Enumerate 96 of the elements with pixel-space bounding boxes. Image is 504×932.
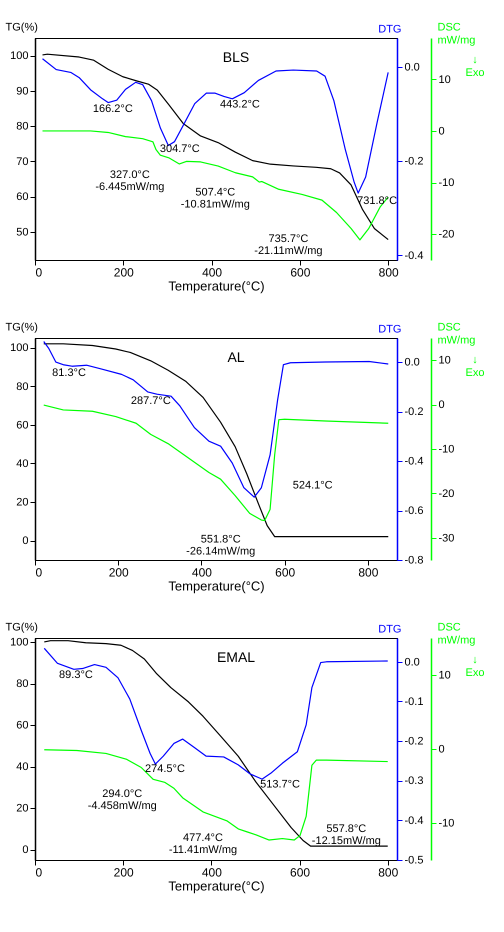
y-tick-label: 90	[16, 85, 28, 98]
y3-tick-label: 0	[438, 125, 445, 138]
x-tick-label: 0	[36, 266, 42, 280]
x-axis-title: Temperature(°C)	[168, 278, 265, 294]
y2-axis-title: DTG	[378, 324, 402, 336]
text: ↓ Exo	[466, 654, 484, 679]
y-tick-label: 80	[16, 678, 28, 690]
x-tick-label: 800	[378, 866, 399, 880]
y3-tick-label: 10	[438, 74, 451, 86]
annotation: 735.7°C -21.11mW/mg	[254, 232, 323, 257]
y2-tick-label: -0.6	[404, 505, 424, 517]
y-tick-label: 20	[16, 496, 28, 509]
y-tick-label: 60	[16, 419, 28, 432]
y-tick-label: 100	[10, 50, 28, 62]
y2-tick-label: -0.4	[404, 250, 424, 262]
x-tick-label: 200	[114, 866, 134, 880]
annotation: 304.7°C	[160, 143, 200, 155]
annotation: 524.1°C	[292, 480, 333, 492]
line-series	[44, 648, 388, 780]
y-tick-label: 40	[16, 761, 28, 774]
y-tick-label: 0	[22, 535, 28, 548]
y-tick-label: 50	[16, 226, 28, 238]
annotation: 327.0°C -6.445mW/mg	[95, 168, 164, 193]
y-tick-label: 100	[10, 636, 28, 649]
y2-tick-label: -0.8	[404, 554, 424, 566]
x-tick-label: 0	[36, 866, 42, 880]
text: ↓ Exo	[466, 54, 484, 79]
annotation: 274.5°C	[145, 763, 185, 776]
y-tick-label: 20	[16, 802, 28, 815]
x-tick-label: 800	[358, 566, 379, 580]
annotation: 81.3°C	[52, 366, 86, 379]
annotation: 507.4°C -10.81mW/mg	[180, 186, 250, 211]
text: AL	[227, 349, 245, 365]
text: ↓ Exo	[466, 354, 484, 379]
y3-tick-label: 0	[438, 744, 445, 756]
y3-tick-label: -20	[438, 488, 454, 500]
y-tick-label: 60	[16, 191, 28, 204]
x-tick-label: 200	[108, 566, 130, 580]
annotation: 551.8°C -26.14mW/mg	[186, 533, 256, 558]
y3-tick-label: -10	[438, 177, 454, 190]
x-tick-label: 200	[114, 266, 134, 280]
y-tick-label: 80	[16, 120, 28, 133]
y-tick-label: 40	[16, 458, 28, 470]
y-axis-title: TG(%)	[6, 322, 38, 334]
x-tick-label: 0	[36, 566, 42, 580]
line-series	[43, 404, 389, 522]
y-tick-label: 100	[10, 342, 28, 354]
y2-tick-label: 0.0	[404, 61, 420, 74]
annotation: 294.0°C -4.458mW/mg	[88, 788, 157, 812]
y2-tick-label: 0.0	[404, 656, 420, 668]
annotation: 513.7°C	[260, 778, 300, 790]
y2-tick-label: -0.3	[404, 775, 424, 788]
y-axis-title: TG(%)	[6, 22, 38, 34]
annotation: 287.7°C	[130, 395, 171, 408]
y2-tick-label: -0.2	[404, 736, 424, 748]
y-tick-label: 80	[16, 380, 28, 393]
y-tick-label: 70	[16, 156, 28, 168]
annotation: 443.2°C	[220, 98, 260, 111]
x-tick-label: 600	[275, 566, 296, 580]
x-axis-title: Temperature(°C)	[168, 578, 265, 594]
y2-tick-label: 0.0	[404, 356, 420, 369]
x-tick-label: 600	[290, 866, 310, 880]
y3-tick-label: -30	[438, 532, 454, 544]
annotation: 557.8°C -12.15mW/mg	[312, 822, 381, 847]
y2-axis-title: DTG	[378, 624, 402, 636]
text: BLS	[222, 49, 250, 65]
y3-tick-label: -10	[438, 444, 454, 456]
x-tick-label: 600	[290, 266, 311, 280]
x-tick-label: 400	[202, 266, 222, 280]
y3-tick-label: 0	[438, 399, 445, 412]
y2-tick-label: -0.5	[404, 854, 424, 866]
y3-tick-label: 10	[438, 354, 451, 367]
y-tick-label: 60	[16, 720, 28, 732]
line-series	[43, 340, 389, 498]
annotation: 477.4°C -11.41mW/mg	[168, 832, 238, 856]
x-tick-label: 400	[192, 566, 212, 580]
annotation: 166.2°C	[92, 103, 133, 116]
y3-axis-title: DSC mW/mg	[438, 22, 476, 46]
annotation: 89.3°C	[59, 668, 93, 681]
y3-axis-title: DSC mW/mg	[438, 622, 476, 646]
x-axis-title: Temperature(°C)	[168, 878, 265, 894]
y2-tick-label: -0.4	[404, 456, 424, 468]
y2-tick-label: -0.1	[404, 696, 424, 708]
y2-tick-label: -0.4	[404, 814, 424, 827]
y3-tick-label: -10	[438, 818, 454, 830]
y2-tick-label: -0.2	[404, 406, 424, 418]
x-tick-label: 800	[378, 266, 400, 280]
x-tick-label: 400	[202, 866, 222, 880]
y2-axis-title: DTG	[378, 24, 402, 36]
y3-tick-label: 10	[438, 670, 451, 682]
y2-tick-label: -0.2	[404, 156, 424, 168]
y-tick-label: 0	[22, 844, 28, 856]
text: EMAL	[216, 649, 256, 665]
y-axis-title: TG(%)	[6, 622, 38, 634]
y3-tick-label: -20	[438, 228, 454, 241]
y3-axis-title: DSC mW/mg	[438, 322, 476, 346]
